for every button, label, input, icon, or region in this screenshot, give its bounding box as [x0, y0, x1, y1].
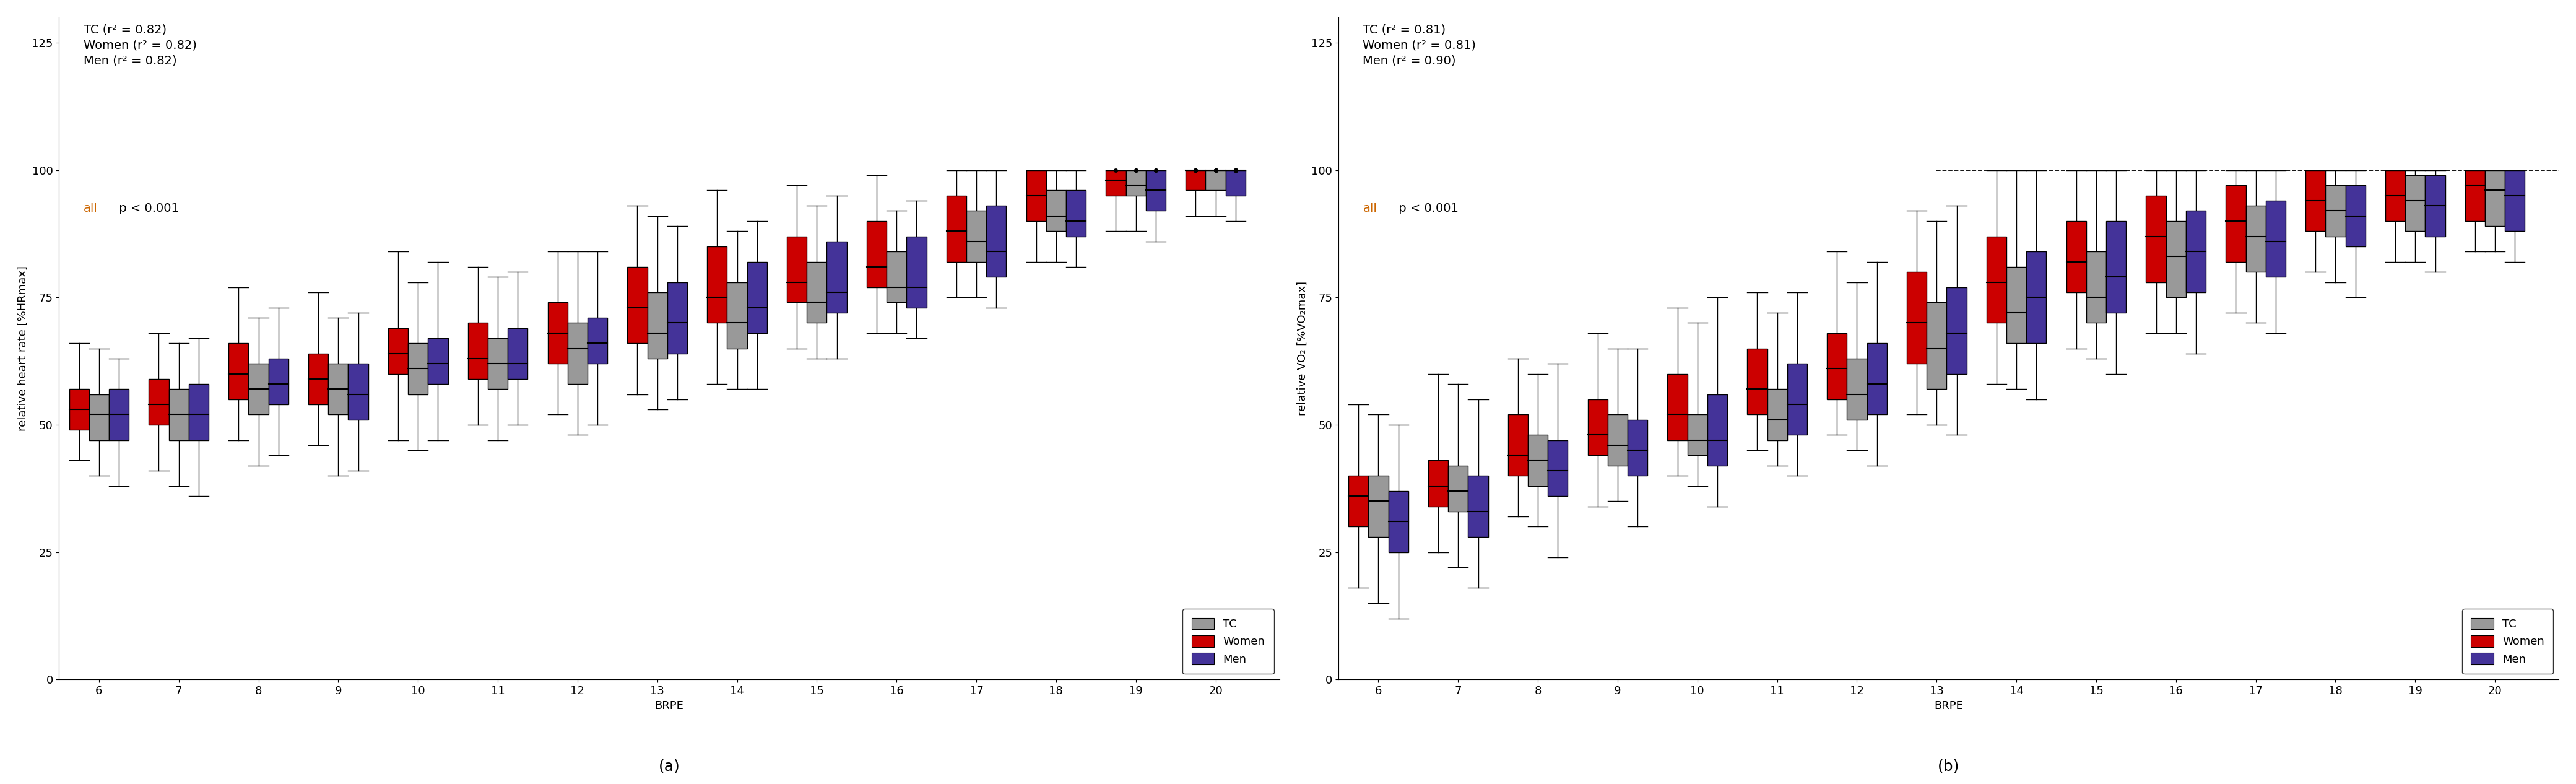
Bar [70, 389, 90, 430]
Legend: TC, Women, Men: TC, Women, Men [1182, 609, 1273, 674]
Bar [1826, 333, 1847, 399]
Bar [1927, 303, 1947, 389]
Bar [1105, 170, 1126, 195]
Bar [1066, 191, 1087, 236]
Bar [327, 364, 348, 415]
Bar [667, 282, 688, 354]
Y-axis label: relative VO₂ [%VO₂max]: relative VO₂ [%VO₂max] [1296, 281, 1309, 416]
Bar [2306, 170, 2326, 231]
Bar [170, 389, 188, 440]
Bar [2424, 175, 2445, 236]
Bar [726, 282, 747, 348]
Text: (b): (b) [1937, 759, 1960, 774]
X-axis label: BRPE: BRPE [654, 700, 683, 711]
Bar [945, 195, 966, 262]
Bar [2146, 195, 2166, 282]
Bar [1226, 170, 1247, 195]
Bar [1708, 394, 1728, 466]
Bar [549, 303, 567, 364]
Text: TC (r² = 0.81)
Women (r² = 0.81)
Men (r² = 0.90): TC (r² = 0.81) Women (r² = 0.81) Men (r²… [1363, 24, 1476, 67]
Bar [188, 384, 209, 440]
Bar [1146, 170, 1167, 211]
Bar [1126, 170, 1146, 195]
Bar [2087, 252, 2107, 323]
Bar [1427, 460, 1448, 506]
Bar [149, 379, 170, 425]
Bar [1607, 415, 1628, 466]
Bar [2187, 211, 2205, 292]
Bar [1368, 476, 1388, 537]
Bar [2326, 185, 2344, 236]
Bar [1548, 440, 1569, 496]
Bar [1687, 415, 1708, 456]
Bar [747, 262, 768, 333]
Bar [1868, 343, 1886, 415]
Bar [2486, 170, 2504, 226]
Bar [567, 323, 587, 384]
Bar [1185, 170, 1206, 191]
Bar [247, 364, 268, 415]
Bar [1587, 399, 1607, 456]
Bar [309, 354, 327, 405]
Bar [2385, 170, 2406, 221]
Bar [1468, 476, 1489, 537]
Bar [1507, 415, 1528, 476]
X-axis label: BRPE: BRPE [1935, 700, 1963, 711]
Text: TC (r² = 0.82)
Women (r² = 0.82)
Men (r² = 0.82): TC (r² = 0.82) Women (r² = 0.82) Men (r²… [82, 24, 196, 67]
Bar [407, 343, 428, 394]
Bar [2465, 170, 2486, 221]
Bar [1767, 389, 1788, 440]
Bar [487, 338, 507, 389]
Bar [1025, 170, 1046, 221]
Bar [1448, 466, 1468, 511]
Bar [2166, 221, 2187, 297]
Bar [827, 241, 848, 313]
Bar [1206, 170, 1226, 191]
Bar [2007, 267, 2027, 343]
Text: (a): (a) [659, 759, 680, 774]
Bar [2246, 205, 2267, 272]
Bar [1628, 419, 1649, 476]
Bar [2226, 185, 2246, 262]
Bar [866, 221, 886, 287]
Bar [2107, 221, 2125, 313]
Legend: TC, Women, Men: TC, Women, Men [2463, 609, 2553, 674]
Bar [1667, 374, 1687, 440]
Bar [2344, 185, 2365, 246]
Bar [507, 328, 528, 379]
Bar [108, 389, 129, 440]
Bar [2267, 201, 2285, 277]
Bar [587, 318, 608, 364]
Bar [1347, 476, 1368, 527]
Bar [2406, 175, 2424, 231]
Bar [229, 343, 247, 399]
Bar [1747, 348, 1767, 415]
Y-axis label: relative heart rate [%HRmax]: relative heart rate [%HRmax] [18, 266, 28, 431]
Bar [1847, 358, 1868, 419]
Text: all: all [82, 202, 98, 214]
Bar [1947, 287, 1965, 374]
Bar [629, 267, 647, 343]
Bar [469, 323, 487, 379]
Bar [90, 394, 108, 440]
Bar [268, 358, 289, 405]
Text: all: all [1363, 202, 1378, 214]
Bar [786, 236, 806, 303]
Bar [2504, 170, 2524, 231]
Bar [806, 262, 827, 323]
Bar [2027, 252, 2045, 343]
Bar [647, 292, 667, 358]
Bar [987, 205, 1007, 277]
Bar [708, 246, 726, 323]
Text: p < 0.001: p < 0.001 [1394, 202, 1458, 214]
Bar [348, 364, 368, 419]
Bar [966, 211, 987, 262]
Bar [389, 328, 407, 374]
Bar [1906, 272, 1927, 364]
Bar [1528, 435, 1548, 486]
Text: p < 0.001: p < 0.001 [116, 202, 178, 214]
Bar [428, 338, 448, 384]
Bar [1388, 491, 1409, 552]
Bar [1046, 191, 1066, 231]
Bar [2066, 221, 2087, 292]
